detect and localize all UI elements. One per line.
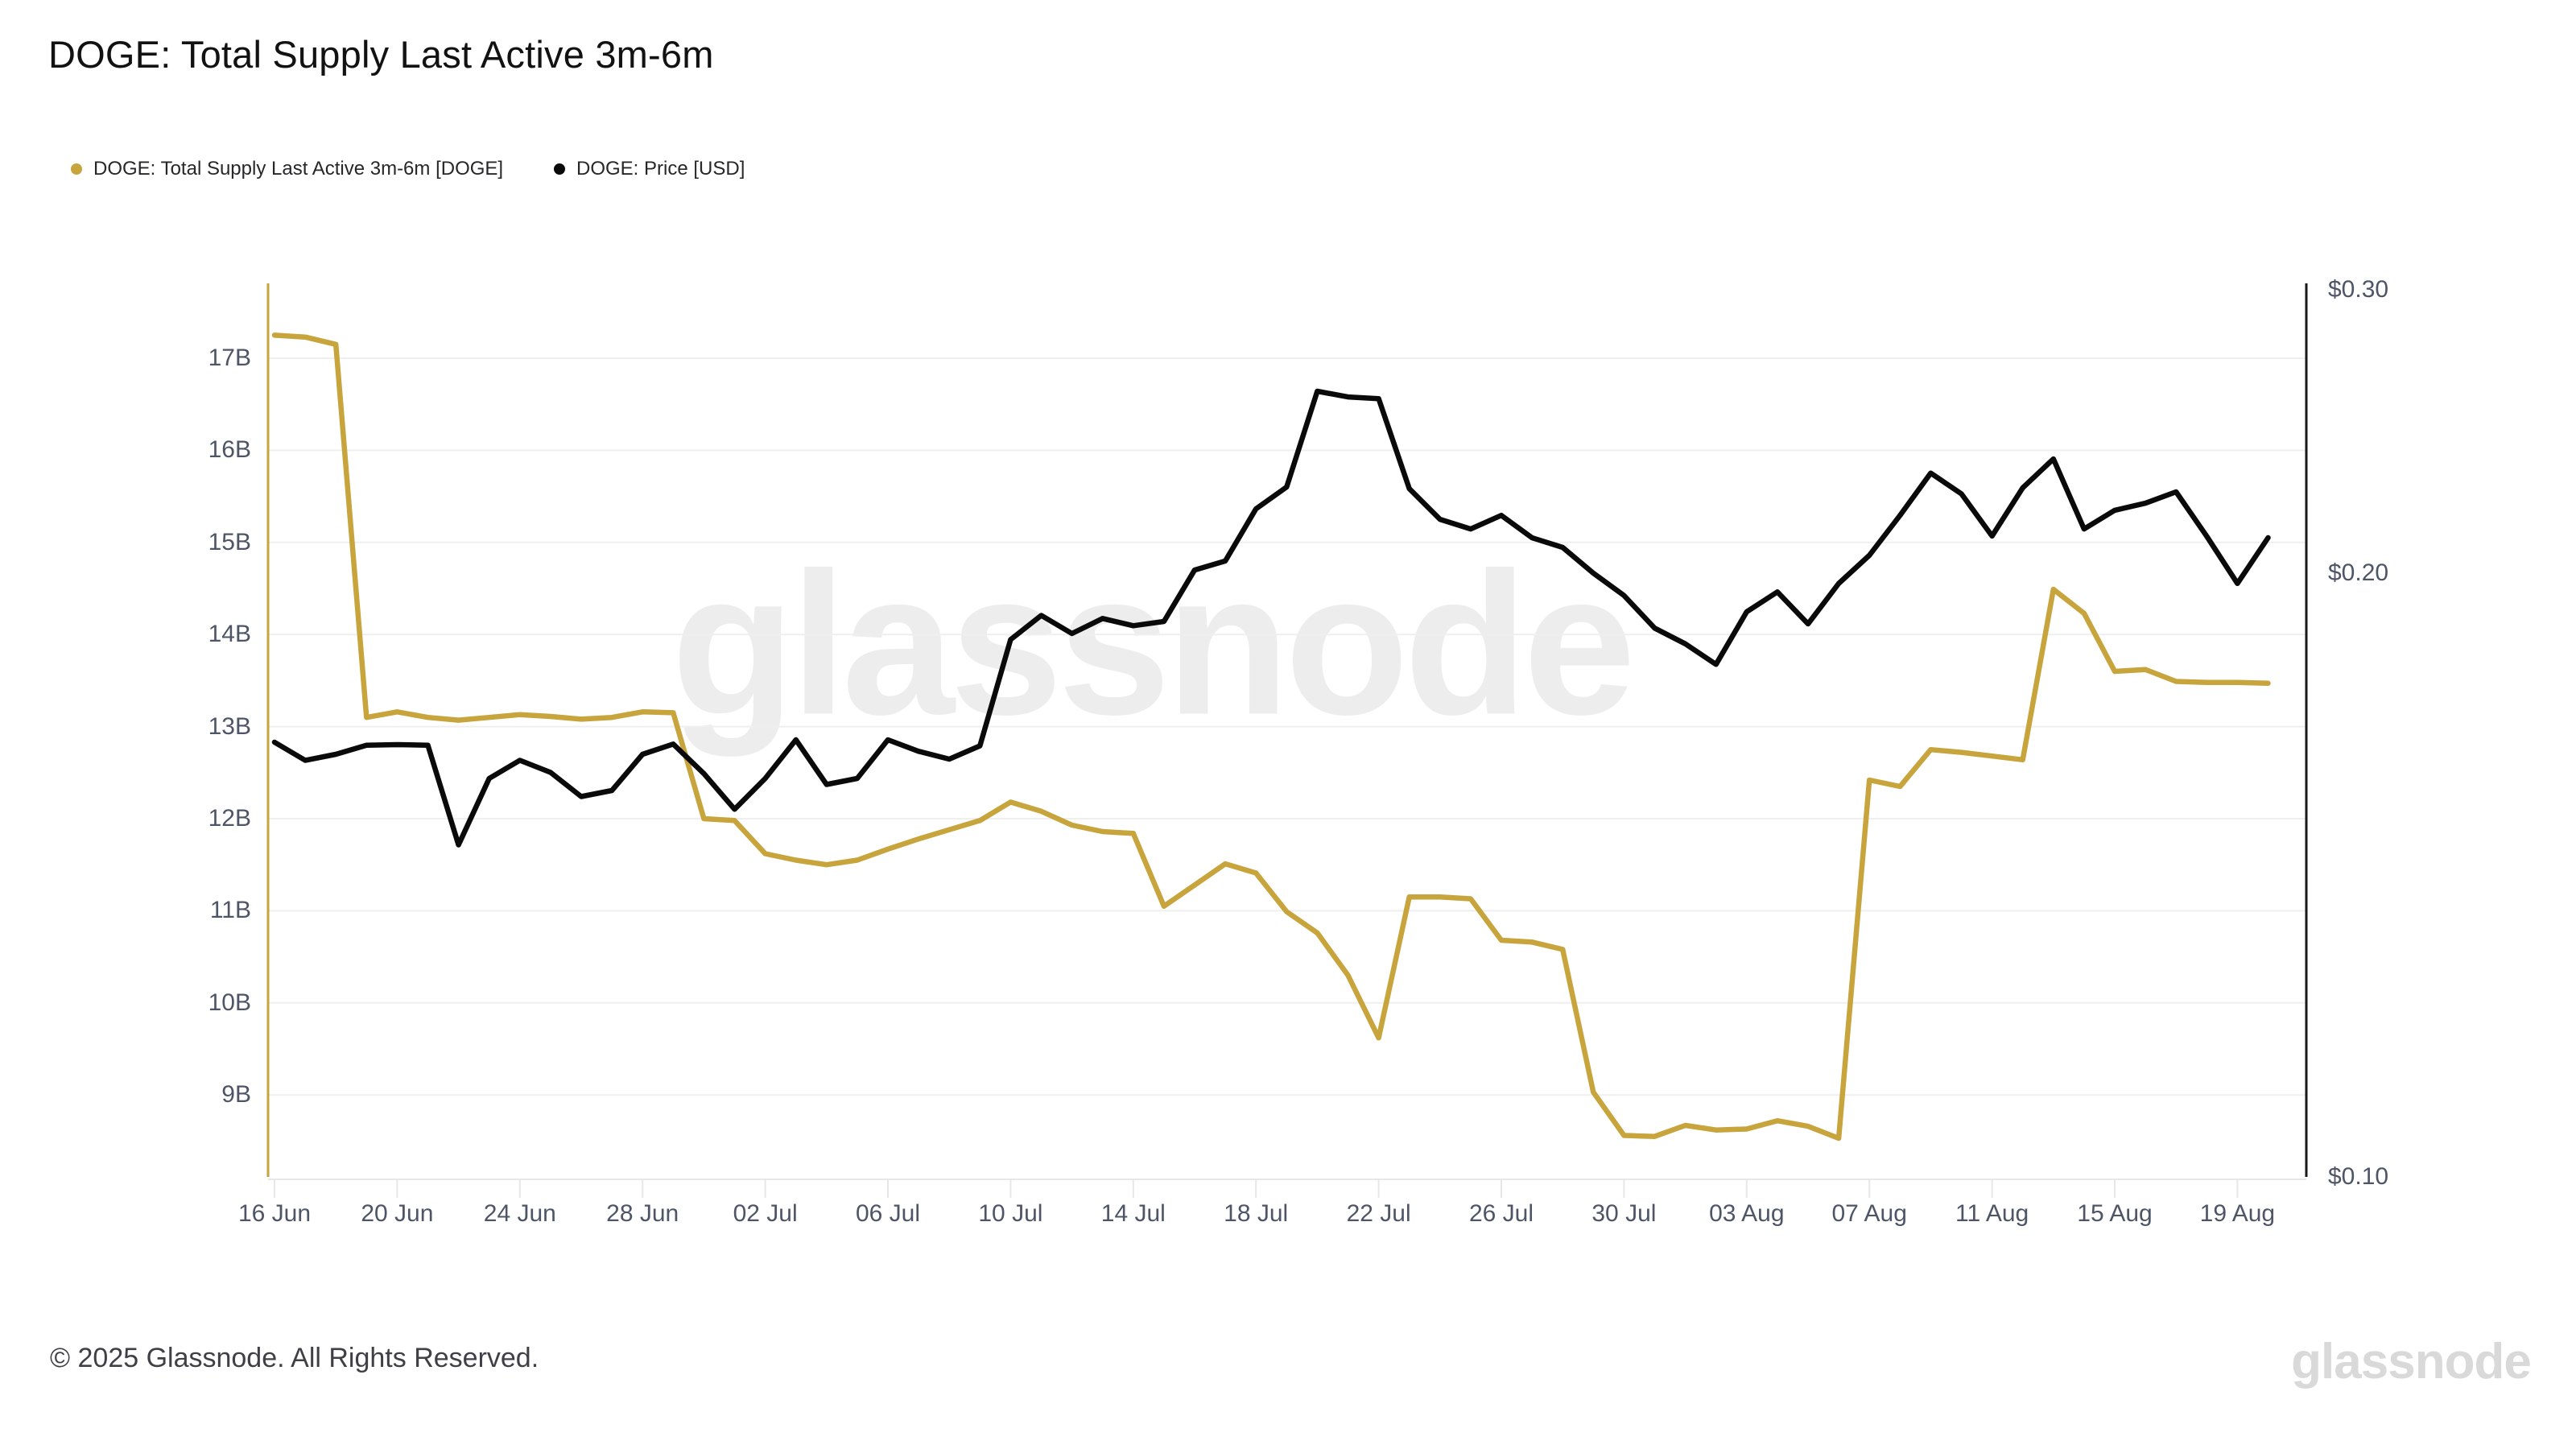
left-axis-tick-label: 12B [208,805,251,832]
legend-item-price[interactable]: DOGE: Price [USD] [554,158,745,180]
right-axis-tick-label: $0.10 [2328,1163,2389,1190]
x-axis-date-label: 11 Aug [1955,1200,2029,1227]
left-axis-tick-label: 17B [208,345,251,371]
legend-label-price: DOGE: Price [USD] [576,158,745,180]
x-axis-date-label: 16 Jun [237,1200,312,1227]
left-axis-tick-label: 10B [208,989,251,1016]
x-axis-date-label: 19 Aug [2199,1200,2276,1227]
x-axis-date-label: 22 Jul [1346,1200,1411,1227]
price-series-dot-icon [554,163,565,175]
x-axis-date-label: 24 Jun [483,1200,556,1227]
x-axis-date-label: 20 Jun [361,1200,434,1227]
glassnode-logo: glassnode [2291,1334,2532,1389]
right-axis-tick-label: $0.20 [2328,559,2389,586]
x-axis-date-label: 30 Jul [1591,1200,1657,1227]
left-axis-tick-label: 14B [208,621,251,648]
legend-item-supply[interactable]: DOGE: Total Supply Last Active 3m-6m [DO… [71,158,503,180]
copyright-text: © 2025 Glassnode. All Rights Reserved. [50,1343,539,1373]
left-axis-tick-label: 9B [221,1081,251,1108]
x-axis-date-label: 10 Jul [978,1200,1043,1227]
supply-line-series [271,332,2271,1141]
left-axis-tick-label: 15B [208,528,251,555]
x-axis-date-label: 02 Jul [733,1200,798,1227]
right-axis-tick-label: $0.30 [2328,276,2389,303]
legend-label-supply: DOGE: Total Supply Last Active 3m-6m [DO… [93,158,504,180]
left-axis-tick-label: 11B [209,897,251,924]
x-axis-date-label: 03 Aug [1709,1200,1785,1227]
supply-series-dot-icon [71,163,82,175]
x-axis-date-label: 14 Jul [1100,1200,1166,1227]
left-axis-tick-label: 16B [208,436,251,464]
x-axis-date-label: 28 Jun [606,1200,679,1227]
x-axis-date-label: 26 Jul [1468,1200,1534,1227]
x-axis-date-label: 18 Jul [1224,1200,1289,1227]
x-axis-date-label: 06 Jul [855,1200,921,1227]
price-line-series [271,388,2271,848]
left-axis-tick-label: 13B [208,712,251,740]
page-title: DOGE: Total Supply Last Active 3m-6m [48,33,714,76]
x-axis-date-label: 15 Aug [2077,1200,2153,1227]
x-axis-date-label: 07 Aug [1831,1200,1907,1227]
